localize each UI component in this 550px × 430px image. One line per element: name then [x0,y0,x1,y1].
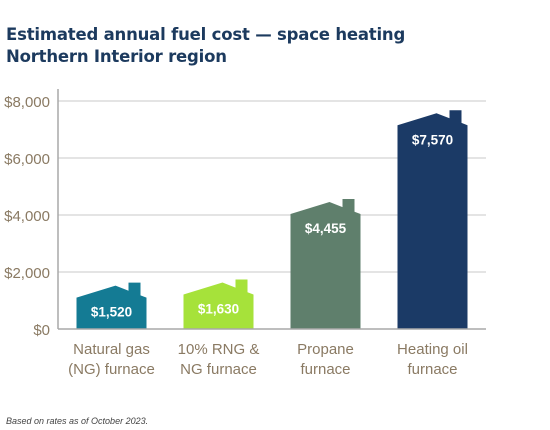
y-tick-label: $2,000 [4,265,50,282]
bar-value-label: $7,570 [412,132,453,147]
y-tick-label: $0 [33,322,50,339]
bar-house-icon [397,110,468,329]
footnote: Based on rates as of October 2023. [6,416,149,426]
y-tick-label: $6,000 [4,151,50,168]
y-axis-ticks: $0 $2,000 $4,000 $6,000 $8,000 [4,94,50,339]
chart-title: Estimated annual fuel cost — space heati… [6,25,406,44]
bar-value-label: $1,520 [91,305,132,320]
x-tick-label: furnace [300,361,350,378]
bar-house-icon [183,279,254,329]
x-tick-label: (NG) furnace [68,361,155,378]
x-tick-label: 10% RNG & [178,341,260,358]
x-tick-label: furnace [407,361,457,378]
x-axis-labels: Natural gas (NG) furnace 10% RNG & NG furna… [68,341,468,378]
x-tick-label: Natural gas [73,341,150,358]
chart-subtitle: Northern Interior region [6,47,227,66]
x-tick-label: Heating oil [397,341,468,358]
x-tick-label: NG furnace [180,361,257,378]
bar-house-icon [290,199,361,329]
x-tick-label: Propane [297,341,354,358]
bar-value-label: $4,455 [305,221,347,236]
chart-title-block: Estimated annual fuel cost — space heati… [6,24,405,68]
bars: $1,520 $1,630 $4,455 $7,570 [76,110,468,329]
bar-house-icon [76,282,147,329]
y-tick-label: $8,000 [4,94,50,111]
y-tick-label: $4,000 [4,208,50,225]
bar-value-label: $1,630 [198,302,239,317]
